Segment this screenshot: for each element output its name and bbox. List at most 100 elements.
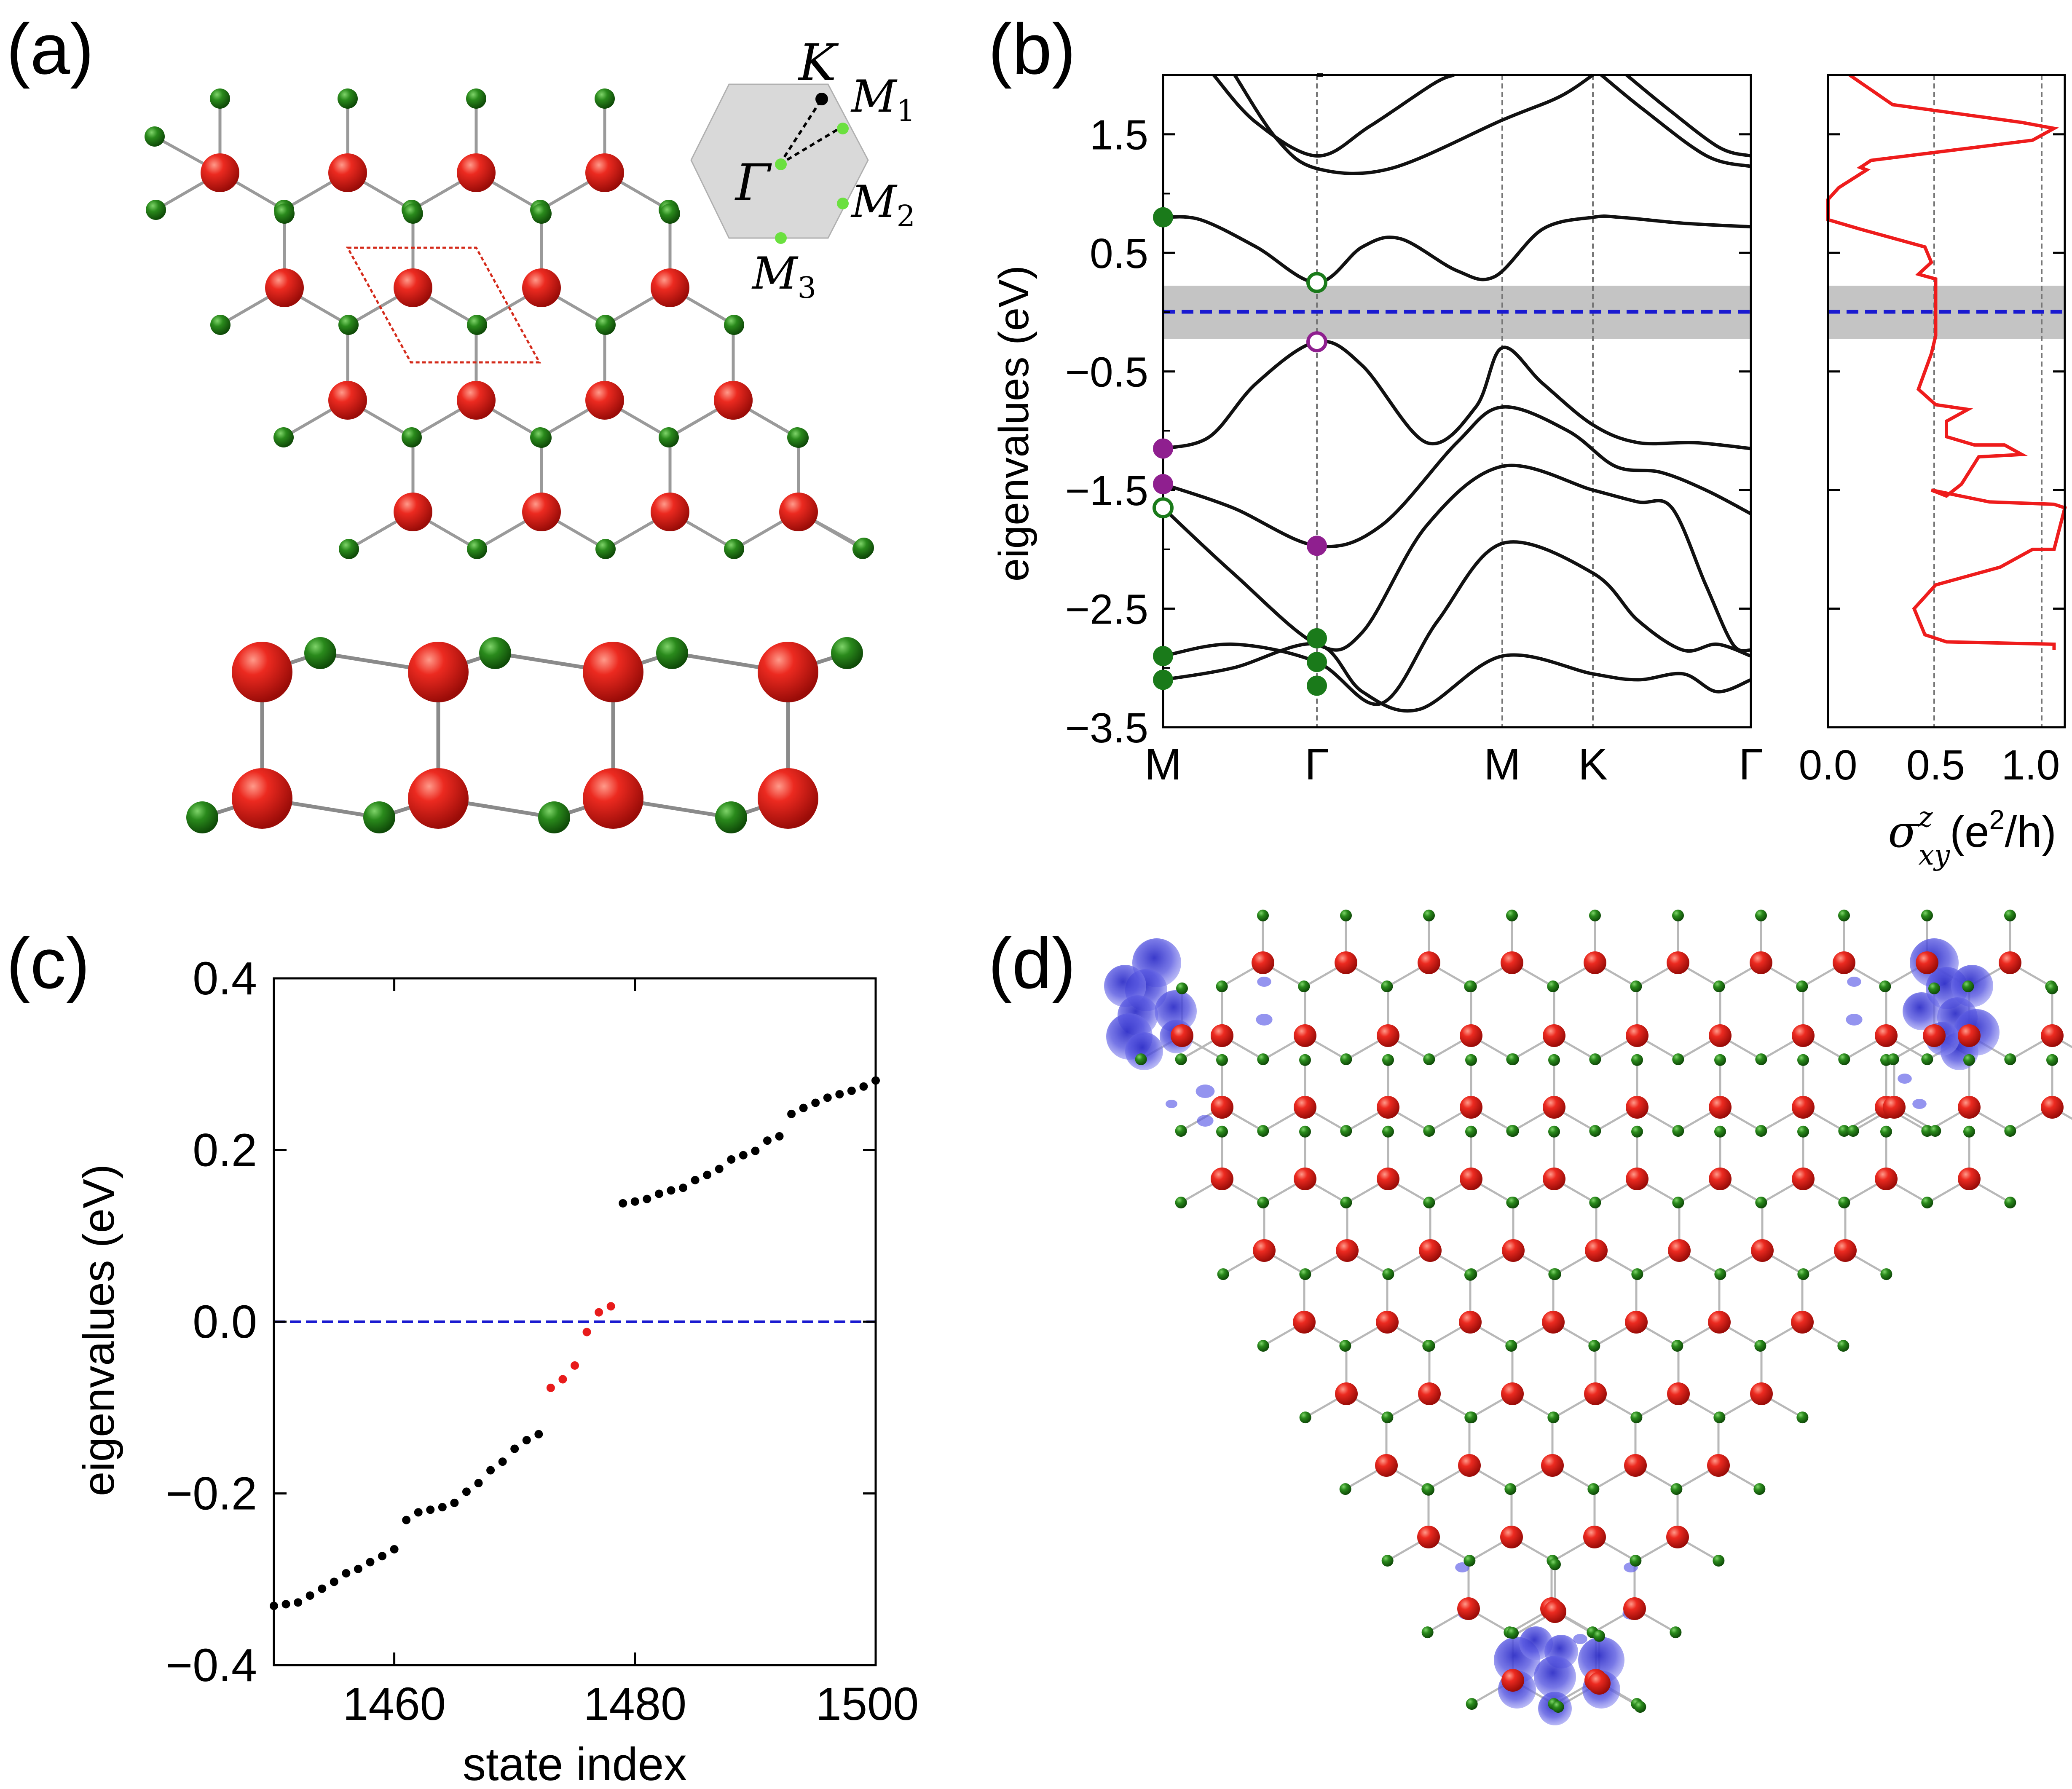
orbital-lobe-small <box>1898 1074 1912 1084</box>
c-ytick-label: 0.0 <box>193 1296 257 1348</box>
bulk-state-point <box>787 1109 796 1118</box>
band-5 <box>1163 540 1752 706</box>
bulk-state-point <box>462 1487 471 1496</box>
orbital-lobe <box>1534 1656 1576 1698</box>
sigma-plot-frame <box>1827 74 2066 728</box>
flake-red-atom <box>1542 1311 1565 1334</box>
flake-red-atom <box>1377 1096 1399 1119</box>
flake-red-atom <box>1958 1024 1981 1047</box>
flake-green-atom <box>1755 1125 1767 1137</box>
green-atom <box>145 126 165 147</box>
upper-band <box>1233 73 1594 175</box>
unit-cell-outline <box>346 246 541 364</box>
flake-green-atom <box>1962 980 1974 993</box>
flake-green-atom <box>1176 982 1188 994</box>
bulk-state-point <box>751 1146 760 1155</box>
green-atom <box>724 315 744 335</box>
flake-red-atom <box>1377 1168 1399 1190</box>
red-atom <box>201 153 239 192</box>
side-green-atom <box>304 637 336 669</box>
green-atom <box>338 315 359 335</box>
green-atom <box>274 204 295 224</box>
side-green-atom <box>715 801 747 833</box>
bz-m3-point <box>775 232 787 244</box>
flake-green-atom <box>1631 1125 1643 1138</box>
flake-red-atom <box>1253 1239 1276 1262</box>
corner-state-point <box>571 1361 579 1370</box>
flake-green-atom <box>1589 1197 1601 1209</box>
bulk-state-point <box>366 1558 375 1567</box>
c-xtick-label: 1500 <box>816 1678 919 1730</box>
green-atom <box>403 204 423 224</box>
flake-green-atom <box>1713 1555 1725 1567</box>
flake-green-atom <box>1465 1054 1477 1066</box>
flake-red-atom <box>1875 1168 1898 1190</box>
bz-m1-label: M1 <box>850 71 915 128</box>
flake-green-atom <box>1963 1125 1975 1138</box>
red-atom <box>265 268 304 307</box>
flake-red-atom <box>1624 1454 1647 1477</box>
panel-a: (a) K M1 Γ M2 M3 <box>6 9 915 833</box>
bulk-state-point <box>534 1430 543 1438</box>
flake-red-atom <box>1252 951 1274 974</box>
flake-green-atom <box>1588 1340 1600 1352</box>
side-green-atom <box>538 801 570 833</box>
kpath-label: Γ <box>1739 740 1763 789</box>
red-atom <box>328 153 367 192</box>
bulk-state-point <box>402 1516 411 1524</box>
flake-green-atom <box>1672 1053 1684 1066</box>
flake-red-atom <box>1377 1024 1399 1047</box>
flake-green-atom <box>1928 982 1940 994</box>
flake-green-atom <box>1423 1484 1434 1496</box>
green-atom <box>339 539 359 559</box>
bz-gamma-point <box>775 158 787 170</box>
bulk-state-point <box>679 1184 688 1192</box>
c-scatter-points <box>270 1076 880 1610</box>
side-green-atom <box>363 801 395 833</box>
flake-red-atom <box>1460 1168 1482 1190</box>
flake-red-atom <box>1460 1096 1482 1119</box>
flake-green-atom <box>1299 1411 1311 1424</box>
sigma-tick-label: 0.5 <box>1906 742 1965 789</box>
flake-red-atom <box>1501 1382 1524 1405</box>
flake-green-atom <box>1921 909 1933 921</box>
c-xtick-label: 1480 <box>583 1678 686 1730</box>
orbital-lobe-small <box>1197 1115 1214 1127</box>
panel-b-label: (b) <box>988 9 1076 89</box>
red-atom <box>457 153 496 192</box>
irrep-filled-marker <box>1153 207 1173 228</box>
band-ytick-label: 1.5 <box>1090 112 1148 159</box>
side-green-atom <box>831 637 863 669</box>
flake-green-atom <box>2046 1054 2058 1066</box>
flake-green-atom <box>1465 980 1477 993</box>
flake-red-atom <box>1588 1672 1611 1695</box>
bz-k-point <box>815 93 828 105</box>
bulk-state-point <box>691 1176 700 1184</box>
flake-green-atom <box>1135 1053 1147 1066</box>
irrep-markers <box>1153 207 1327 696</box>
flake-green-atom <box>1549 1558 1561 1570</box>
flake-green-atom <box>1464 1269 1476 1281</box>
flake-green-atom <box>1921 1053 1933 1066</box>
band-4 <box>1162 463 1752 653</box>
red-atom <box>394 268 432 307</box>
flake-green-atom <box>1257 1340 1269 1352</box>
c-ylabel: eigenvalues (eV) <box>74 1164 123 1496</box>
bulk-state-point <box>306 1591 314 1600</box>
flake-green-atom <box>1339 1340 1351 1352</box>
flake-red-atom <box>1584 1382 1607 1405</box>
side-red-atom <box>408 642 469 702</box>
irrep-open-marker <box>1306 331 1327 353</box>
bulk-state-point <box>763 1136 772 1145</box>
green-atom <box>595 539 616 559</box>
flake-green-atom <box>1423 1340 1435 1352</box>
flake-green-atom <box>1340 1125 1352 1137</box>
flake-green-atom <box>1838 1125 1850 1137</box>
flake-green-atom <box>1339 1483 1351 1495</box>
flake-green-atom <box>1547 980 1559 993</box>
green-atom <box>467 539 487 559</box>
bulk-state-point <box>522 1436 531 1445</box>
flake-red-atom <box>1583 1526 1606 1548</box>
flake-green-atom <box>1423 1125 1435 1137</box>
flake-green-atom <box>1630 980 1642 993</box>
